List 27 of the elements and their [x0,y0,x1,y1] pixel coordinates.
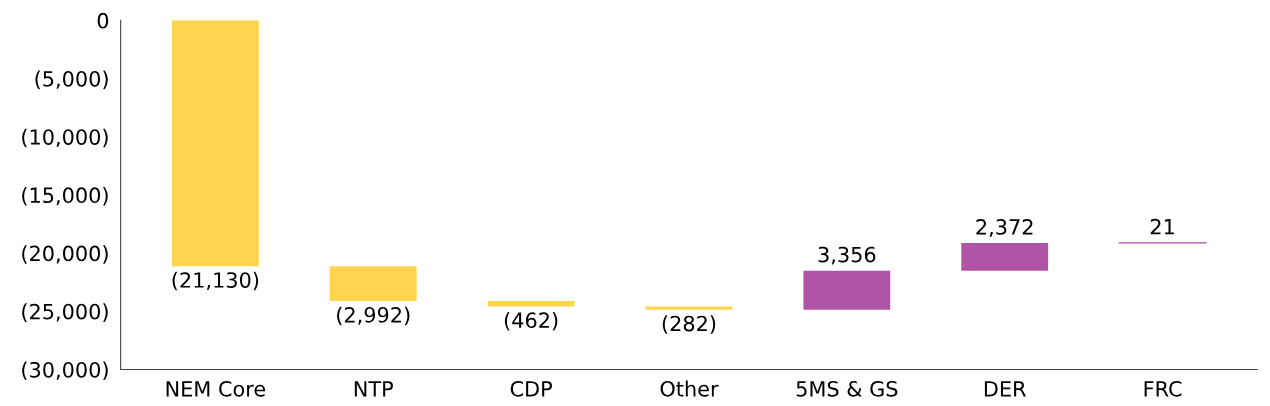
y-tick-label: (15,000) [22,186,108,206]
x-tick-label: FRC [1144,380,1182,397]
y-tick-label: (10,000) [22,128,108,148]
data-label: 3,356 [818,246,876,265]
data-label: (2,992) [337,306,410,326]
bar [645,306,733,310]
data-label: 21 [1150,218,1174,235]
x-tick-label: DER [984,381,1026,397]
data-label: 2,372 [976,219,1033,237]
y-tick-label: (20,000) [22,245,108,264]
data-label: (462) [504,312,558,331]
data-label: (21,130) [172,271,259,291]
y-tick-label: (30,000) [22,361,108,381]
bar [487,301,575,307]
x-tick-label: Other [660,380,719,397]
x-tick-label: NTP [354,381,393,397]
y-tick-label: (5,000) [35,70,108,90]
y-tick-label: (25,000) [22,303,108,322]
bar [961,243,1049,271]
bar [803,270,891,310]
bar [329,266,417,302]
x-tick-label: NEM Core [166,380,266,397]
y-tick-label: 0 [97,12,109,29]
x-tick-label: CDP [510,380,552,397]
x-tick-label: 5MS & GS [796,380,898,397]
bar [171,20,259,267]
data-label: (282) [662,315,716,334]
